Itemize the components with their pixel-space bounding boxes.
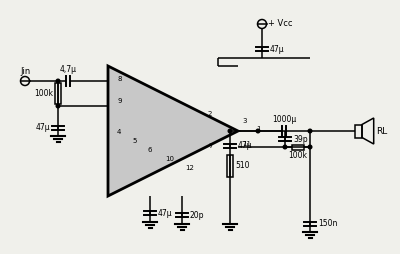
- Text: 510: 510: [235, 162, 250, 170]
- Text: 47μ: 47μ: [270, 44, 285, 54]
- Text: 12: 12: [185, 165, 194, 171]
- Circle shape: [308, 129, 312, 133]
- Text: 5: 5: [132, 138, 136, 144]
- Text: 4: 4: [117, 129, 121, 135]
- Text: + Vcc: + Vcc: [268, 20, 292, 28]
- Circle shape: [283, 145, 287, 149]
- Circle shape: [228, 129, 232, 133]
- Text: 7: 7: [208, 143, 212, 149]
- Text: 47μ: 47μ: [158, 209, 173, 217]
- Bar: [55, 83, 61, 104]
- Text: 47μ: 47μ: [35, 123, 50, 133]
- Text: 47μ: 47μ: [238, 141, 253, 151]
- Circle shape: [56, 104, 60, 108]
- Text: 3: 3: [242, 118, 246, 124]
- Bar: [227, 155, 233, 177]
- Bar: [292, 145, 304, 150]
- Text: 4,7μ: 4,7μ: [60, 65, 76, 74]
- Text: 6: 6: [148, 147, 152, 153]
- Text: 8: 8: [117, 76, 122, 82]
- Polygon shape: [108, 66, 238, 196]
- Circle shape: [308, 145, 312, 149]
- Text: 9: 9: [117, 98, 122, 104]
- Text: Jin: Jin: [20, 68, 30, 76]
- Bar: [355, 124, 362, 137]
- Text: 2: 2: [208, 111, 212, 117]
- Text: RL: RL: [376, 126, 387, 135]
- Text: 10: 10: [165, 156, 174, 162]
- Text: 100k: 100k: [288, 151, 307, 160]
- Text: 20p: 20p: [190, 211, 204, 219]
- Circle shape: [256, 129, 260, 133]
- Text: 11: 11: [242, 141, 251, 147]
- Text: 39p: 39p: [293, 135, 308, 144]
- Circle shape: [56, 79, 60, 83]
- Text: 1: 1: [256, 126, 260, 132]
- Text: 100k: 100k: [34, 89, 53, 98]
- Text: 1000μ: 1000μ: [272, 115, 296, 124]
- Text: 150n: 150n: [318, 219, 337, 229]
